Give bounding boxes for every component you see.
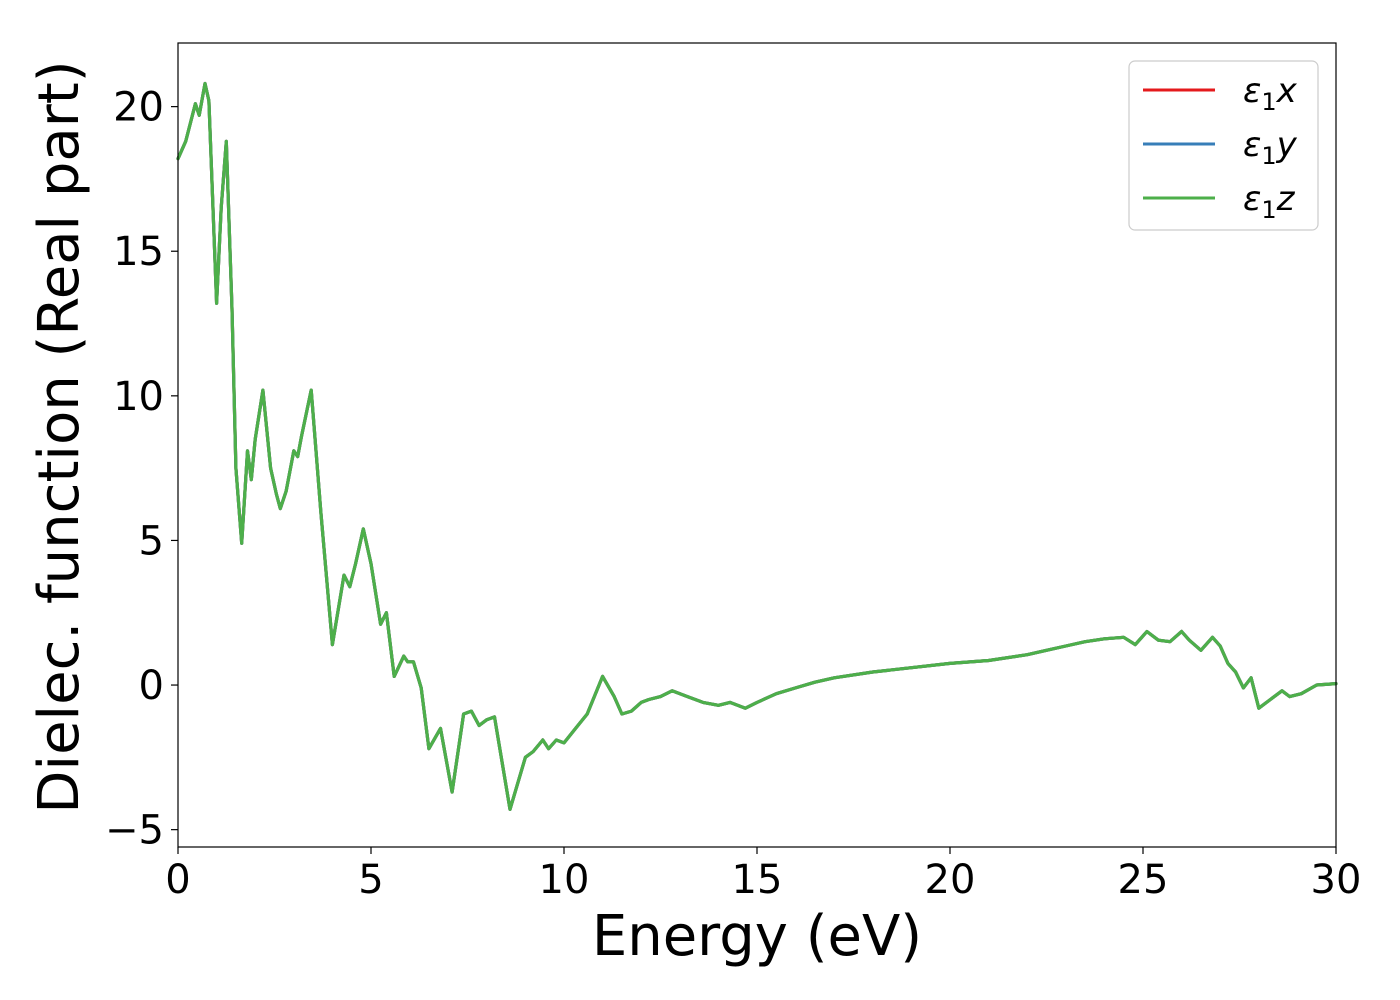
series-layer: [176, 81, 1338, 811]
x-tick-label: 20: [925, 857, 976, 903]
y-tick-label: 0: [139, 663, 164, 709]
y-tick-label: 10: [113, 374, 164, 420]
series-line-z: [176, 81, 1338, 811]
y-tick-label: −5: [105, 808, 164, 854]
legend-label: ε1y: [1243, 125, 1298, 170]
x-tick-label: 15: [732, 857, 783, 903]
legend-label: ε1x: [1243, 71, 1298, 116]
x-tick-label: 25: [1118, 857, 1169, 903]
legend-label: ε1z: [1243, 179, 1296, 224]
x-axis-title: Energy (eV): [592, 904, 922, 969]
x-tick-label: 5: [358, 857, 383, 903]
y-tick-label: 20: [113, 85, 164, 131]
x-tick-label: 10: [539, 857, 590, 903]
y-tick-label: 15: [113, 229, 164, 275]
x-axis-ticks: 0 5 10 15 20 25 30: [165, 847, 1361, 903]
x-tick-label: 0: [165, 857, 190, 903]
legend-box: [1128, 60, 1319, 231]
y-axis-title: Dielec. function (Real part): [27, 60, 92, 813]
x-tick-label: 30: [1311, 857, 1362, 903]
legend: ε1x ε1y ε1z: [1128, 60, 1319, 231]
y-axis-ticks: −5 0 5 10 15 20: [105, 85, 178, 854]
y-tick-label: 5: [139, 518, 164, 564]
